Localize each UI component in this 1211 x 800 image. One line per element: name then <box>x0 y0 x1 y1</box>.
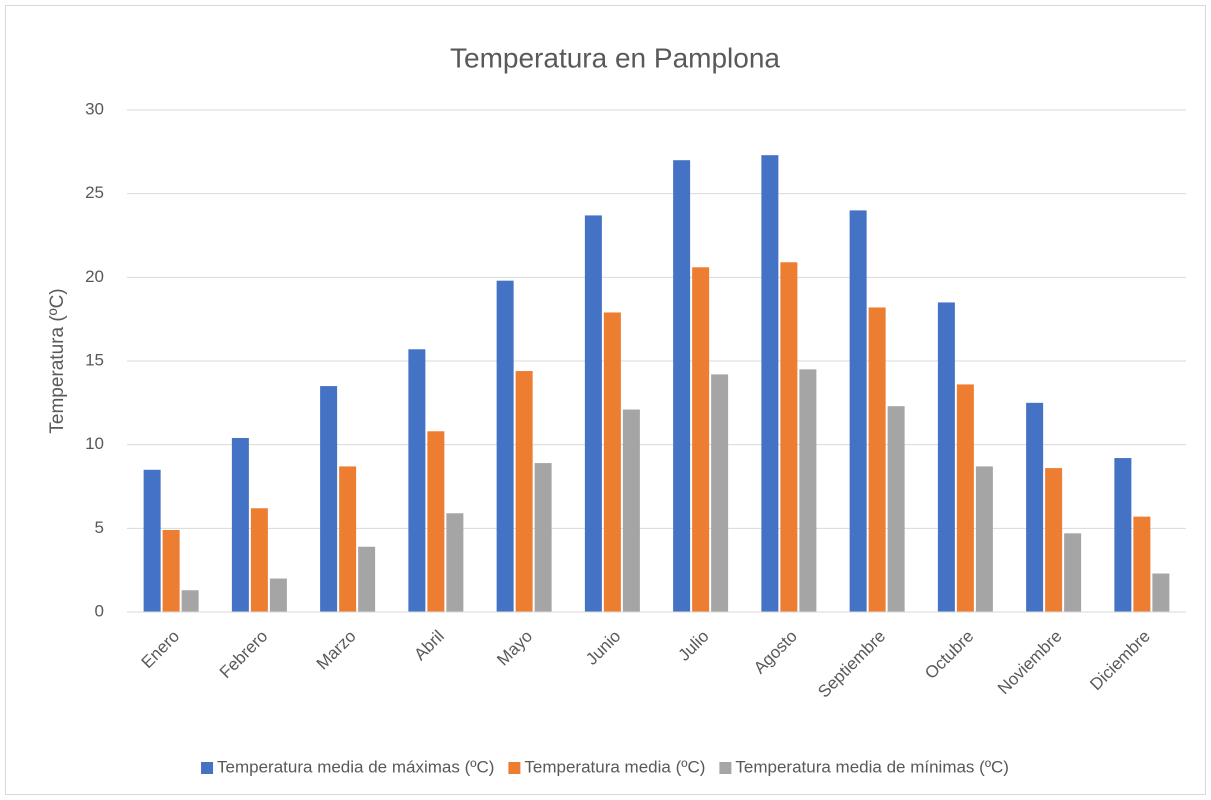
bar <box>849 210 867 612</box>
bar <box>603 312 621 612</box>
bar <box>408 349 426 612</box>
bar <box>515 371 533 612</box>
chart-title: Temperatura en Pamplona <box>450 42 780 73</box>
bar <box>761 155 779 612</box>
y-axis-label: Temperatura (ºC) <box>47 288 68 433</box>
bar <box>622 409 640 612</box>
legend-label: Temperatura media de máximas (ºC) <box>217 757 494 776</box>
bar <box>496 280 514 612</box>
bar <box>250 508 268 612</box>
bar <box>673 160 691 612</box>
bar <box>1114 458 1132 612</box>
bar <box>1133 516 1151 612</box>
bar <box>446 513 464 612</box>
bar <box>534 463 552 612</box>
bar <box>799 369 817 612</box>
legend-label: Temperatura media de mínimas (ºC) <box>735 757 1009 776</box>
y-tick-label: 30 <box>85 99 104 118</box>
y-tick-label: 0 <box>95 601 104 620</box>
bar <box>358 546 376 612</box>
bar <box>162 530 180 612</box>
y-tick-label: 25 <box>85 183 104 202</box>
bar <box>711 374 729 612</box>
bar <box>975 466 993 612</box>
bar <box>339 466 357 612</box>
bar <box>868 307 886 612</box>
bar <box>584 215 602 613</box>
bar <box>780 262 798 612</box>
y-tick-label: 20 <box>85 267 104 286</box>
legend-swatch <box>201 762 214 774</box>
y-tick-label: 10 <box>85 434 104 453</box>
legend-swatch <box>508 762 521 774</box>
legend-label: Temperatura media (ºC) <box>524 757 705 776</box>
bar <box>887 406 905 612</box>
bar <box>269 578 287 612</box>
bar <box>692 267 710 612</box>
y-tick-label: 15 <box>85 350 104 369</box>
bar <box>231 437 249 612</box>
bar <box>143 469 161 612</box>
bar <box>181 590 199 612</box>
bar <box>1026 402 1044 612</box>
bar <box>1152 573 1170 612</box>
legend-swatch <box>719 762 732 774</box>
bar <box>937 302 955 612</box>
bar <box>1045 468 1063 612</box>
bar <box>1064 533 1082 612</box>
bar <box>427 431 445 612</box>
bar <box>320 386 338 612</box>
y-tick-label: 5 <box>95 518 104 537</box>
bar <box>956 384 974 612</box>
